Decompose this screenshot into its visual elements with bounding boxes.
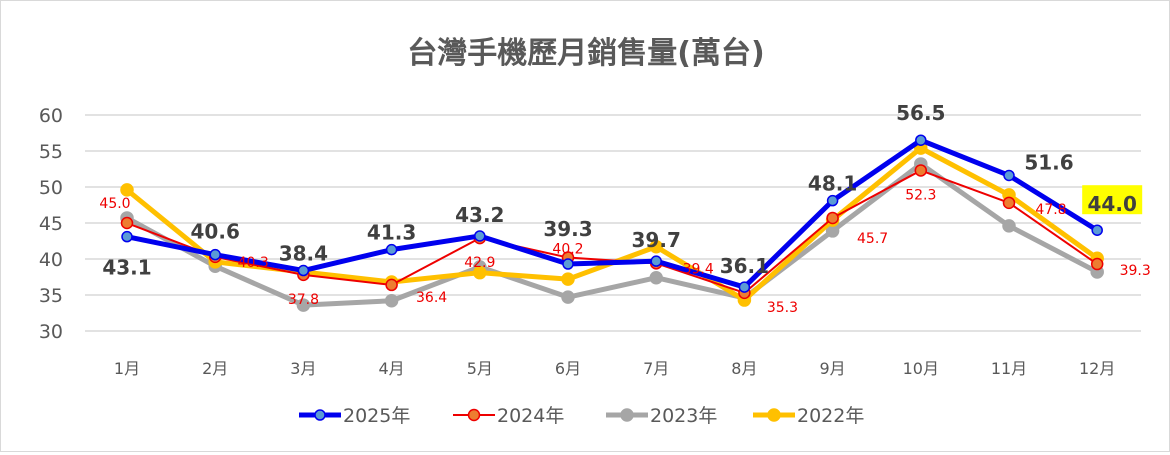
data-point bbox=[1090, 257, 1104, 271]
data-point bbox=[385, 243, 398, 256]
legend-marker bbox=[767, 408, 781, 422]
data-label-2025: 41.3 bbox=[367, 221, 416, 245]
data-point bbox=[914, 164, 928, 177]
data-label-2025: 36.1 bbox=[720, 254, 769, 278]
data-label-2024: 42.9 bbox=[464, 255, 495, 271]
label-highlight bbox=[1082, 185, 1143, 215]
legend-item: 2023年 bbox=[606, 405, 717, 427]
data-label-2025: 56.5 bbox=[896, 101, 945, 125]
data-point bbox=[1002, 196, 1016, 210]
data-label-2024: 36.4 bbox=[416, 290, 447, 306]
data-point bbox=[826, 194, 839, 207]
series-line bbox=[125, 145, 1099, 303]
x-tick-label: 12月 bbox=[1079, 359, 1115, 378]
data-label-2025: 39.3 bbox=[543, 217, 592, 241]
data-point bbox=[561, 272, 575, 286]
data-point bbox=[296, 298, 311, 312]
data-point bbox=[1002, 219, 1016, 233]
series-2025年 bbox=[121, 134, 1103, 293]
data-point bbox=[1091, 224, 1103, 236]
data-label-2025: 43.1 bbox=[102, 256, 151, 280]
x-tick-label: 11月 bbox=[991, 359, 1027, 378]
x-tick-label: 8月 bbox=[731, 359, 757, 378]
data-label-2024: 40.3 bbox=[238, 255, 269, 271]
data-point bbox=[120, 183, 134, 197]
data-label-2024: 40.2 bbox=[552, 242, 583, 258]
series-2024年 bbox=[120, 164, 1104, 300]
legend-item: 2024年 bbox=[453, 405, 564, 427]
legend-marker bbox=[467, 408, 481, 422]
data-label-2024: 47.8 bbox=[1035, 202, 1066, 218]
legend-label: 2023年 bbox=[650, 405, 717, 427]
data-label-2024: 45.7 bbox=[857, 231, 888, 247]
data-point bbox=[649, 240, 663, 254]
data-point bbox=[297, 264, 310, 277]
legend-label: 2022年 bbox=[797, 405, 864, 427]
y-tick-label: 55 bbox=[39, 141, 63, 163]
data-label-2025: 51.6 bbox=[1024, 150, 1073, 174]
legend-label: 2025年 bbox=[343, 405, 410, 427]
data-point bbox=[915, 134, 927, 146]
data-label-2024: 45.0 bbox=[99, 196, 130, 212]
data-point bbox=[562, 258, 574, 270]
data-point bbox=[738, 281, 751, 293]
data-point bbox=[120, 216, 134, 230]
data-point bbox=[474, 230, 486, 242]
legend-item: 2022年 bbox=[753, 405, 864, 427]
data-label-2025: 48.1 bbox=[808, 172, 857, 196]
data-label-2025: 39.7 bbox=[632, 228, 681, 252]
series-2022年 bbox=[120, 141, 1104, 307]
data-label-2024: 39.4 bbox=[683, 261, 714, 277]
legend-marker bbox=[620, 408, 634, 422]
x-tick-label: 5月 bbox=[467, 359, 493, 378]
data-point bbox=[385, 278, 398, 292]
x-tick-label: 10月 bbox=[903, 359, 939, 378]
data-point bbox=[384, 294, 399, 308]
y-tick-label: 60 bbox=[39, 105, 63, 127]
legend-item: 2025年 bbox=[299, 405, 410, 427]
y-tick-label: 35 bbox=[39, 285, 63, 307]
x-tick-label: 4月 bbox=[379, 359, 405, 378]
series-2023年 bbox=[120, 157, 1104, 312]
series-line bbox=[126, 169, 1098, 294]
x-tick-label: 3月 bbox=[290, 359, 316, 378]
y-tick-label: 30 bbox=[39, 321, 63, 343]
series-line bbox=[126, 137, 1099, 290]
data-point bbox=[649, 270, 663, 285]
data-label-2024: 39.3 bbox=[1120, 263, 1151, 279]
legend-marker bbox=[314, 409, 326, 421]
data-point bbox=[473, 265, 487, 280]
y-tick-label: 50 bbox=[39, 177, 63, 199]
data-point bbox=[1003, 169, 1015, 182]
data-point bbox=[121, 230, 133, 243]
data-label-2024: 52.3 bbox=[905, 187, 936, 203]
data-label-2025: 40.6 bbox=[191, 220, 240, 244]
data-point bbox=[650, 255, 662, 267]
series-line bbox=[125, 161, 1099, 308]
x-tick-label: 1月 bbox=[114, 359, 140, 378]
legend-label: 2024年 bbox=[497, 405, 564, 427]
data-label-2024: 37.8 bbox=[288, 292, 319, 308]
x-tick-label: 7月 bbox=[643, 359, 669, 378]
data-label-2024: 35.3 bbox=[767, 300, 798, 316]
data-point bbox=[209, 248, 221, 261]
y-tick-label: 40 bbox=[39, 249, 63, 271]
chart-title: 台灣手機歷月銷售量(萬台) bbox=[407, 36, 764, 71]
data-label-2025: 43.2 bbox=[455, 203, 504, 227]
data-point bbox=[561, 290, 575, 304]
x-tick-label: 6月 bbox=[555, 359, 581, 378]
x-tick-label: 2月 bbox=[202, 359, 228, 378]
y-tick-label: 45 bbox=[39, 213, 63, 235]
data-label-2025: 38.4 bbox=[279, 242, 328, 266]
x-tick-label: 9月 bbox=[820, 359, 846, 378]
data-label-2025: 44.0 bbox=[1088, 192, 1137, 216]
data-point bbox=[826, 211, 839, 225]
